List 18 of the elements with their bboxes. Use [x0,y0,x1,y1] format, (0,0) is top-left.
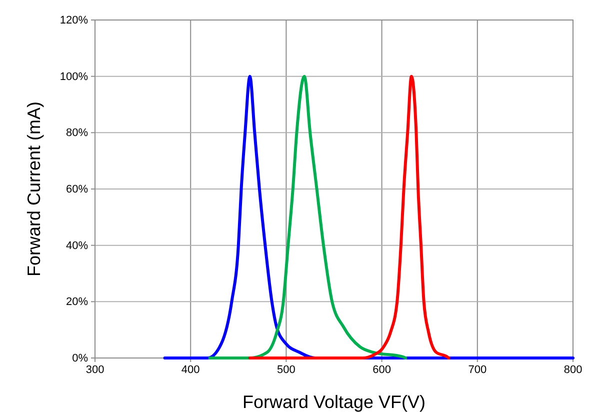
y-tick-label: 100% [60,70,88,83]
x-tick-label: 400 [181,364,200,376]
y-tick-label: 60% [66,184,88,196]
x-tick-label: 300 [86,364,104,376]
x-tick-label: 500 [277,364,296,376]
line-series [248,74,450,360]
y-axis-title: Forward Current (mA) [24,101,44,277]
line-series [163,74,574,360]
x-tick-label: 800 [564,364,582,376]
x-axis-title: Forward Voltage VF(V) [242,392,426,412]
y-tick-label: 20% [66,296,88,308]
line-series [208,74,408,360]
x-tick-label: 700 [468,364,487,376]
y-tick-label: 80% [66,127,88,140]
y-tick-label: 120% [60,14,88,27]
y-tick-label: 40% [66,240,88,252]
y-tick-label: 0% [72,352,88,365]
x-tick-label: 600 [372,364,391,376]
